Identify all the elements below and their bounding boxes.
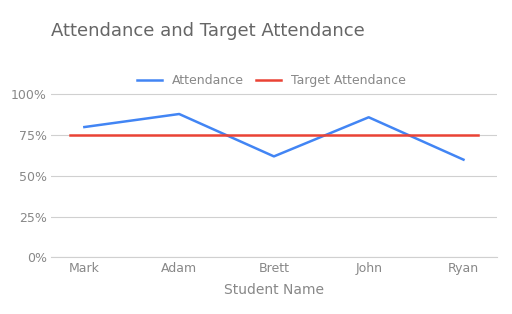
Legend: Attendance, Target Attendance: Attendance, Target Attendance	[132, 69, 411, 92]
X-axis label: Student Name: Student Name	[224, 283, 324, 297]
Text: Attendance and Target Attendance: Attendance and Target Attendance	[51, 22, 365, 40]
Attendance	[366, 115, 372, 119]
Attendance	[176, 112, 182, 116]
Attendance	[460, 158, 466, 161]
Attendance	[81, 125, 88, 129]
Line: Attendance: Attendance	[84, 114, 463, 160]
Attendance	[271, 154, 277, 158]
